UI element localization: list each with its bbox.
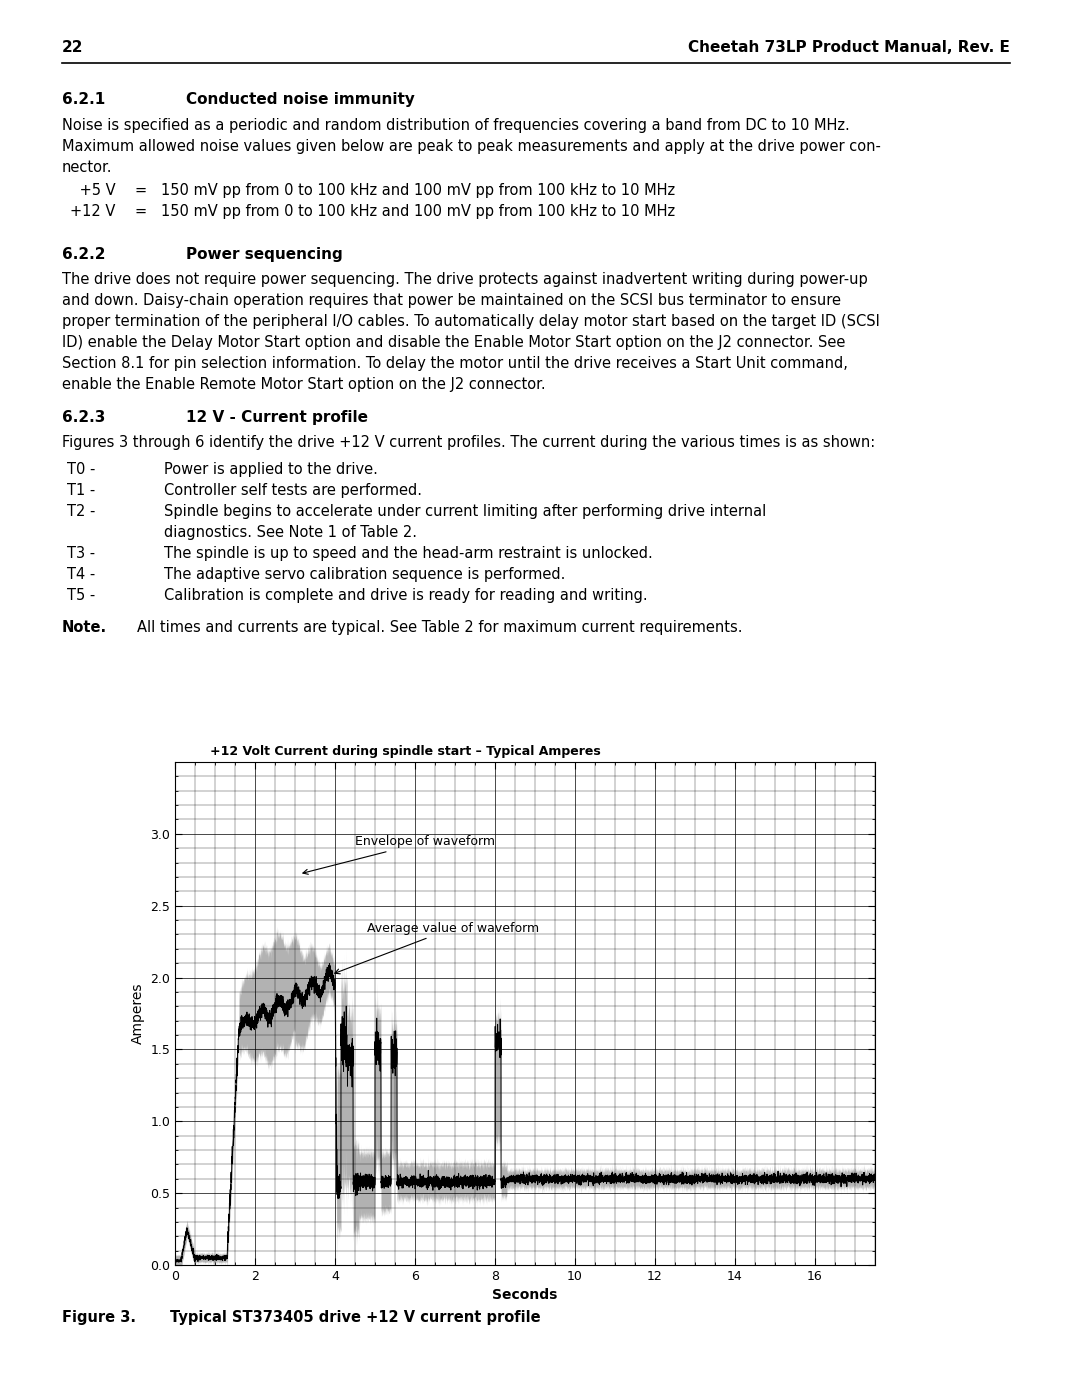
Text: nector.: nector. bbox=[62, 161, 112, 175]
Text: ID) enable the Delay Motor Start option and disable the Enable Motor Start optio: ID) enable the Delay Motor Start option … bbox=[62, 335, 845, 351]
X-axis label: Seconds: Seconds bbox=[492, 1288, 557, 1302]
Text: Power is applied to the drive.: Power is applied to the drive. bbox=[164, 462, 378, 476]
Text: and down. Daisy-chain operation requires that power be maintained on the SCSI bu: and down. Daisy-chain operation requires… bbox=[62, 293, 840, 307]
Text: Envelope of waveform: Envelope of waveform bbox=[302, 835, 495, 875]
Text: T0 -: T0 - bbox=[67, 462, 95, 476]
Text: +5 V: +5 V bbox=[75, 183, 116, 198]
Text: 6.2.3: 6.2.3 bbox=[62, 409, 105, 425]
Text: +12 Volt Current during spindle start – Typical Amperes: +12 Volt Current during spindle start – … bbox=[210, 745, 600, 759]
Text: +12 V: +12 V bbox=[70, 204, 116, 219]
Text: T4 -: T4 - bbox=[67, 567, 95, 583]
Text: Note.: Note. bbox=[62, 620, 107, 636]
Text: Typical ST373405 drive +12 V current profile: Typical ST373405 drive +12 V current pro… bbox=[170, 1310, 540, 1324]
Text: 22: 22 bbox=[62, 41, 83, 54]
Text: Controller self tests are performed.: Controller self tests are performed. bbox=[164, 483, 422, 497]
Text: T2 -: T2 - bbox=[67, 504, 95, 520]
Text: enable the Enable Remote Motor Start option on the J2 connector.: enable the Enable Remote Motor Start opt… bbox=[62, 377, 545, 393]
Text: Figures 3 through 6 identify the drive +12 V current profiles. The current durin: Figures 3 through 6 identify the drive +… bbox=[62, 434, 875, 450]
Text: 6.2.2: 6.2.2 bbox=[62, 247, 105, 263]
Text: diagnostics. See Note 1 of Table 2.: diagnostics. See Note 1 of Table 2. bbox=[164, 525, 417, 541]
Text: All times and currents are typical. See Table 2 for maximum current requirements: All times and currents are typical. See … bbox=[137, 620, 743, 636]
Text: 12 V - Current profile: 12 V - Current profile bbox=[186, 409, 368, 425]
Text: T3 -: T3 - bbox=[67, 546, 95, 562]
Text: Spindle begins to accelerate under current limiting after performing drive inter: Spindle begins to accelerate under curre… bbox=[164, 504, 767, 520]
Y-axis label: Amperes: Amperes bbox=[131, 982, 145, 1044]
Text: =: = bbox=[135, 204, 147, 219]
Text: Power sequencing: Power sequencing bbox=[186, 247, 342, 263]
Text: 150 mV pp from 0 to 100 kHz and 100 mV pp from 100 kHz to 10 MHz: 150 mV pp from 0 to 100 kHz and 100 mV p… bbox=[161, 204, 675, 219]
Text: 150 mV pp from 0 to 100 kHz and 100 mV pp from 100 kHz to 10 MHz: 150 mV pp from 0 to 100 kHz and 100 mV p… bbox=[161, 183, 675, 198]
Text: proper termination of the peripheral I/O cables. To automatically delay motor st: proper termination of the peripheral I/O… bbox=[62, 314, 879, 330]
Text: The spindle is up to speed and the head-arm restraint is unlocked.: The spindle is up to speed and the head-… bbox=[164, 546, 653, 562]
Text: 6.2.1: 6.2.1 bbox=[62, 92, 105, 108]
Text: Figure 3.: Figure 3. bbox=[62, 1310, 136, 1324]
Text: Maximum allowed noise values given below are peak to peak measurements and apply: Maximum allowed noise values given below… bbox=[62, 138, 880, 154]
Text: T1 -: T1 - bbox=[67, 483, 95, 497]
Text: Noise is specified as a periodic and random distribution of frequencies covering: Noise is specified as a periodic and ran… bbox=[62, 117, 849, 133]
Text: Section 8.1 for pin selection information. To delay the motor until the drive re: Section 8.1 for pin selection informatio… bbox=[62, 356, 848, 372]
Text: T5 -: T5 - bbox=[67, 588, 95, 604]
Text: Average value of waveform: Average value of waveform bbox=[335, 922, 539, 974]
Text: Cheetah 73LP Product Manual, Rev. E: Cheetah 73LP Product Manual, Rev. E bbox=[688, 41, 1010, 54]
Text: =: = bbox=[135, 183, 147, 198]
Text: The drive does not require power sequencing. The drive protects against inadvert: The drive does not require power sequenc… bbox=[62, 272, 867, 286]
Text: Conducted noise immunity: Conducted noise immunity bbox=[186, 92, 415, 108]
Text: Calibration is complete and drive is ready for reading and writing.: Calibration is complete and drive is rea… bbox=[164, 588, 648, 604]
Text: The adaptive servo calibration sequence is performed.: The adaptive servo calibration sequence … bbox=[164, 567, 566, 583]
